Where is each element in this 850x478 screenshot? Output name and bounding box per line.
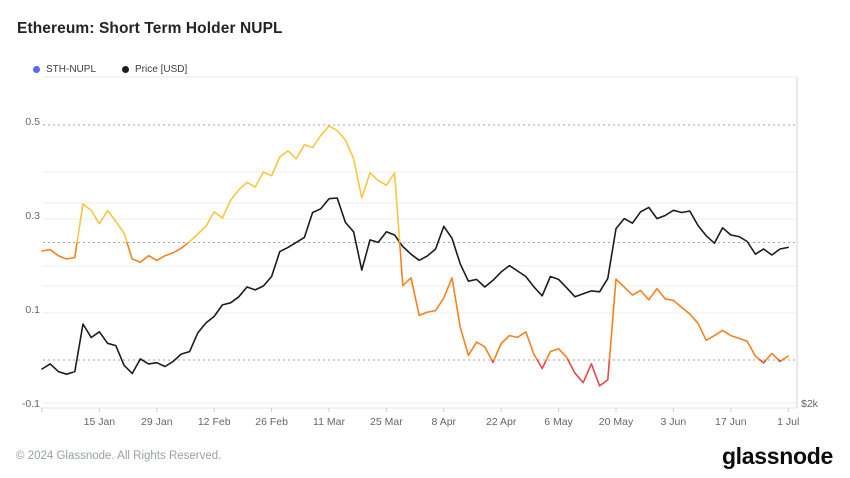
x-tick-label: 22 Apr xyxy=(486,416,517,428)
x-tick-label: 8 Apr xyxy=(432,416,457,428)
sth-nupl-line xyxy=(491,359,495,364)
sth-nupl-series xyxy=(41,125,789,387)
legend-dot-price-icon xyxy=(122,66,130,73)
sth-nupl-line xyxy=(187,125,401,244)
sth-nupl-line xyxy=(608,278,761,361)
x-tick-label: 17 Jun xyxy=(715,416,747,428)
legend-dot-sth-nupl-icon xyxy=(33,66,40,73)
gridlines xyxy=(43,124,797,404)
axes xyxy=(40,76,798,412)
sth-nupl-line xyxy=(781,355,789,361)
sth-nupl-line xyxy=(41,241,78,260)
glassnode-logo: glassnode xyxy=(721,443,833,469)
y-axis-labels: 0.5 0.3 0.1 -0.1 $2k xyxy=(22,116,819,410)
x-tick-label: 15 Jan xyxy=(84,416,116,428)
x-tick-label: 1 Jul xyxy=(777,416,799,428)
sth-nupl-line xyxy=(76,203,128,244)
x-tick-label: 11 Mar xyxy=(313,416,345,428)
x-tick-label: 25 Mar xyxy=(370,416,403,428)
x-tick-label: 20 May xyxy=(599,416,634,428)
price-line xyxy=(41,197,789,375)
x-tick-label: 12 Feb xyxy=(198,416,231,428)
legend-item-sth-nupl[interactable]: STH-NUPL xyxy=(33,64,96,75)
legend-label-sth-nupl: STH-NUPL xyxy=(46,64,97,75)
price-line-series xyxy=(41,197,789,375)
legend: STH-NUPL Price [USD] xyxy=(33,64,187,75)
sth-nupl-line xyxy=(493,331,539,361)
y-tick-label: 0.3 xyxy=(25,210,40,222)
y-tick-label: -0.1 xyxy=(22,398,40,410)
chart-title: Ethereum: Short Term Holder NUPL xyxy=(17,20,283,37)
sth-nupl-line xyxy=(545,347,569,361)
sth-nupl-line xyxy=(398,241,493,361)
legend-label-price: Price [USD] xyxy=(135,64,188,75)
sth-nupl-line xyxy=(765,352,780,361)
x-tick-label: 6 May xyxy=(544,416,573,428)
sth-nupl-line xyxy=(759,359,767,364)
x-axis-labels: 15 Jan 29 Jan 12 Feb 26 Feb 11 Mar 25 Mar 8 Ap… xyxy=(84,416,800,428)
x-tick-label: 26 Feb xyxy=(255,416,288,428)
y-tick-label: 0.5 xyxy=(25,116,40,128)
price-axis-label: $2k xyxy=(801,398,819,410)
x-tick-label: 3 Jun xyxy=(661,416,687,428)
sth-nupl-line xyxy=(536,359,548,370)
legend-item-price[interactable]: Price [USD] xyxy=(122,64,187,75)
y-tick-label: 0.1 xyxy=(25,304,40,316)
sth-nupl-line xyxy=(567,359,611,387)
sth-nupl-line xyxy=(126,241,190,263)
x-tick-label: 29 Jan xyxy=(141,416,173,428)
sth-nupl-line xyxy=(777,359,783,363)
copyright-text: © 2024 Glassnode. All Rights Reserved. xyxy=(16,450,222,462)
